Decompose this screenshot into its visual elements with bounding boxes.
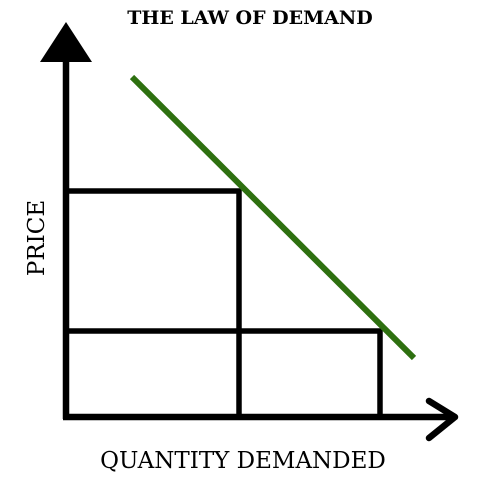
demand-curve	[129, 74, 417, 361]
guide-lines	[63, 188, 383, 420]
x-axis-label: QUANTITY DEMANDED	[100, 448, 386, 474]
diagram-title: THE LAW OF DEMAND	[127, 7, 373, 29]
up-arrow-icon	[40, 22, 92, 62]
low-price-guide	[63, 328, 383, 420]
high-price-guide	[63, 188, 242, 420]
y-axis-label: PRICE	[24, 199, 50, 277]
right-arrow-icon	[425, 397, 459, 442]
